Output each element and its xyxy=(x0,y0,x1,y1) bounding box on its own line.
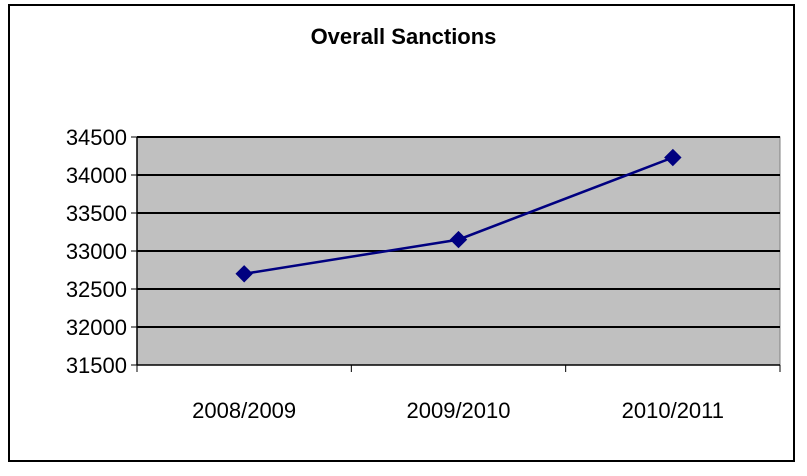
chart-title: Overall Sanctions xyxy=(310,24,497,49)
x-tick-label: 2010/2011 xyxy=(622,398,724,423)
y-tick-label: 34500 xyxy=(66,125,127,150)
y-tick-label: 33500 xyxy=(66,201,127,226)
data-point xyxy=(235,265,253,283)
y-tick-label: 33000 xyxy=(66,239,127,264)
y-tick-label: 32000 xyxy=(66,315,127,340)
y-tick-label: 34000 xyxy=(66,163,127,188)
y-tick-label: 32500 xyxy=(66,277,127,302)
x-tick-label: 2008/2009 xyxy=(192,398,296,423)
y-tick-label: 31500 xyxy=(66,353,127,378)
data-point xyxy=(664,148,682,167)
data-point xyxy=(449,230,468,249)
x-tick-label: 2009/2010 xyxy=(407,398,511,423)
